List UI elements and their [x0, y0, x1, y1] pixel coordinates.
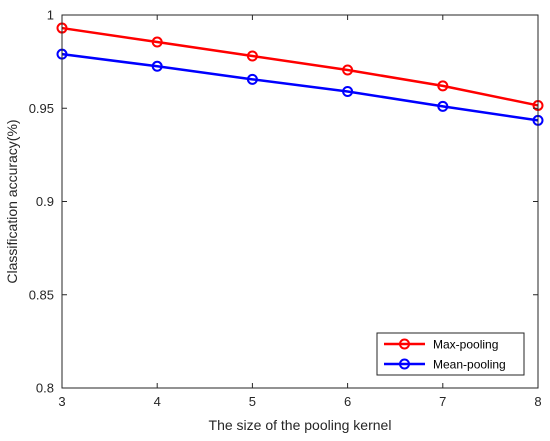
- x-tick-label: 3: [58, 394, 65, 409]
- y-tick-label: 0.8: [36, 381, 54, 396]
- data-point: [246, 73, 258, 85]
- data-point: [342, 85, 354, 97]
- axis-ticks: 3 4 5 6 7 8 0.8 0.85 0.9 0.95 1: [29, 8, 542, 410]
- data-point: [342, 64, 354, 76]
- y-axis-label: Classification accuracy(%): [4, 119, 20, 283]
- data-point: [151, 60, 163, 72]
- x-axis-label: The size of the pooling kernel: [209, 417, 392, 433]
- x-tick-label: 5: [249, 394, 256, 409]
- plot-area: [62, 15, 538, 388]
- data-point: [151, 36, 163, 48]
- y-tick-label: 1: [47, 8, 54, 23]
- x-tick-label: 6: [344, 394, 351, 409]
- legend-entry: Mean-pooling: [384, 358, 506, 372]
- x-tick-label: 8: [534, 394, 541, 409]
- series-line: [61, 26, 539, 107]
- legend-marker: [399, 358, 410, 370]
- legend-label: Max-pooling: [433, 338, 498, 352]
- legend-entry: Max-pooling: [384, 338, 498, 352]
- data-point: [437, 80, 449, 92]
- y-tick-label: 0.9: [36, 194, 54, 209]
- legend: Max-pooling Mean-pooling: [376, 332, 525, 376]
- series-line: [61, 52, 539, 122]
- legend-label: Mean-pooling: [433, 358, 506, 372]
- x-tick-label: 4: [154, 394, 161, 409]
- data-point: [246, 50, 258, 62]
- y-tick-label: 0.85: [29, 287, 54, 302]
- legend-marker: [399, 338, 410, 350]
- data-point: [437, 100, 449, 112]
- y-tick-label: 0.95: [29, 101, 54, 116]
- x-tick-label: 7: [439, 394, 446, 409]
